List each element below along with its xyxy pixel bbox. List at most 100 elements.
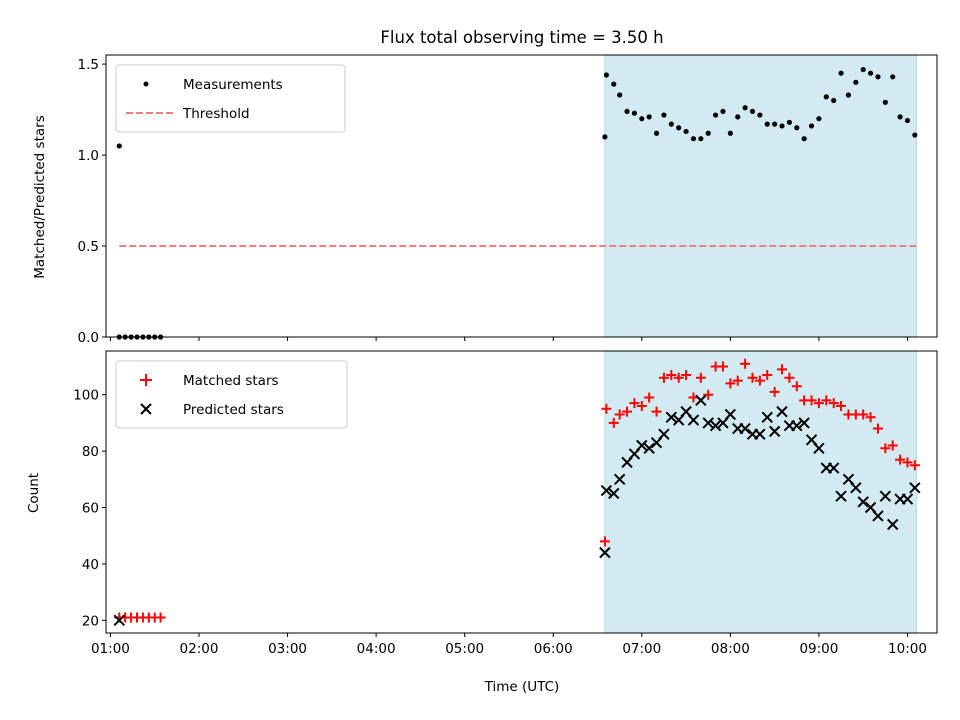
- y-tick-label: 40: [82, 557, 99, 573]
- measurements-point: [720, 108, 726, 114]
- predicted-stars-point: [761, 411, 773, 423]
- matched-stars-point: [732, 375, 743, 386]
- measurements-point: [867, 70, 874, 76]
- measurements-point: [624, 108, 630, 114]
- predicted-stars-point: [739, 422, 751, 435]
- matched-stars-point: [806, 395, 817, 406]
- matched-stars-point: [754, 375, 765, 386]
- predicted-stars-point: [754, 428, 766, 440]
- measurements-point: [904, 117, 911, 124]
- y-tick-label: 1.5: [78, 57, 99, 73]
- x-tick-label: 02:00: [180, 641, 219, 657]
- matched-stars-point: [636, 400, 647, 411]
- measurements-point: [831, 97, 837, 104]
- x-tick-label: 07:00: [622, 641, 661, 657]
- predicted-stars-point: [608, 487, 620, 500]
- legend-predicted-marker: [140, 403, 152, 415]
- matched-stars-point: [622, 406, 633, 417]
- predicted-stars-point: [798, 417, 810, 429]
- top-panel: 0.0 0.5 1.0 1.5 Flux total observing time =…: [32, 28, 938, 346]
- matched-stars-point: [644, 392, 655, 403]
- predicted-stars-point: [113, 614, 125, 627]
- matched-stars-point: [681, 369, 692, 380]
- matched-stars-point: [155, 612, 166, 623]
- matched-stars-point: [777, 364, 788, 375]
- measurements-point: [603, 72, 609, 78]
- y-tick-label: 100: [73, 388, 99, 404]
- legend-measurements-marker: [143, 81, 149, 87]
- matched-stars-point: [836, 400, 847, 411]
- top-axes-frame: [105, 54, 938, 338]
- matched-stars-point: [673, 372, 684, 383]
- predicted-stars-point: [724, 408, 737, 421]
- y-tick-label: 0.5: [78, 239, 99, 255]
- predicted-stars-point: [872, 510, 884, 522]
- measurements-point: [617, 92, 623, 98]
- y-tick-label: 0.0: [78, 330, 99, 346]
- matched-stars-point: [740, 358, 751, 369]
- x-tick-label: 06:00: [534, 641, 573, 657]
- predicted-stars-point: [613, 473, 626, 486]
- bottom-panel: 20 40 60 80 100 01:00 02:00 03:00 04:00 05:00 06:…: [26, 350, 938, 695]
- matched-stars-point: [695, 372, 706, 383]
- predicted-stars-point: [827, 462, 840, 474]
- matched-stars-point: [608, 417, 619, 428]
- x-axis-label: Time (UTC): [484, 679, 560, 695]
- measurements-point: [882, 99, 888, 105]
- measurements-point: [631, 110, 638, 116]
- legend-predicted-label: Predicted stars: [183, 402, 284, 418]
- top-x-ticks: [109, 337, 908, 341]
- x-tick-label: 01:00: [91, 641, 130, 657]
- predicted-stars-point: [791, 420, 803, 432]
- matched-stars-point: [813, 398, 824, 409]
- predicted-stars-point: [768, 425, 781, 438]
- measurements-point: [823, 94, 829, 100]
- predicted-stars-point: [600, 484, 613, 497]
- y-tick-label: 20: [82, 613, 99, 629]
- measurements-point: [897, 114, 903, 120]
- measurements-point: [794, 125, 800, 131]
- predicted-stars-point: [835, 490, 847, 502]
- predicted-stars-point: [850, 482, 862, 494]
- predicted-stars-point: [709, 420, 722, 432]
- bottom-x-ticks: 01:00 02:00 03:00 04:00 05:00 06:00 07:00 08:00…: [91, 633, 927, 657]
- legend-matched-label: Matched stars: [183, 373, 279, 389]
- legend-measurements-label: Measurements: [183, 77, 283, 93]
- matched-stars-point: [909, 460, 920, 471]
- predicted-stars-point: [658, 428, 670, 440]
- legend-matched-marker: [140, 374, 152, 386]
- bottom-y-ticks: 20 40 60 80 100: [73, 388, 106, 629]
- measurements-point: [757, 112, 763, 118]
- measurements-point: [727, 130, 733, 136]
- matched-stars-point: [658, 372, 669, 383]
- predicted-stars-point: [643, 442, 655, 454]
- x-tick-label: 05:00: [445, 641, 484, 657]
- measurements-point: [838, 70, 844, 76]
- predicted-stars-point: [857, 496, 869, 508]
- matched-stars-point: [858, 409, 869, 420]
- measurements-point: [116, 143, 122, 149]
- measurements-point: [779, 123, 785, 129]
- matched-stars-point: [717, 361, 728, 372]
- predicted-stars-point: [665, 411, 678, 423]
- predicted-stars-point: [813, 442, 825, 454]
- predicted-stars-point: [901, 493, 914, 505]
- measurements-point: [853, 79, 859, 85]
- top-marks: [116, 66, 918, 340]
- matched-stars-point: [725, 378, 736, 389]
- matched-stars-point: [784, 372, 795, 383]
- bottom-legend: Matched stars Predicted stars: [115, 360, 348, 429]
- predicted-stars-point: [887, 518, 899, 531]
- predicted-stars-point: [776, 405, 788, 418]
- matched-stars-point: [865, 412, 876, 423]
- measurements-point: [845, 92, 852, 98]
- predicted-stars-point: [687, 414, 700, 426]
- matched-stars-point: [821, 395, 832, 406]
- y-tick-label: 80: [82, 444, 99, 460]
- matched-stars-point: [828, 398, 839, 409]
- predicted-stars-point: [879, 490, 892, 502]
- measurements-point: [735, 114, 741, 120]
- matched-stars-point: [651, 406, 662, 417]
- measurements-point: [676, 125, 682, 131]
